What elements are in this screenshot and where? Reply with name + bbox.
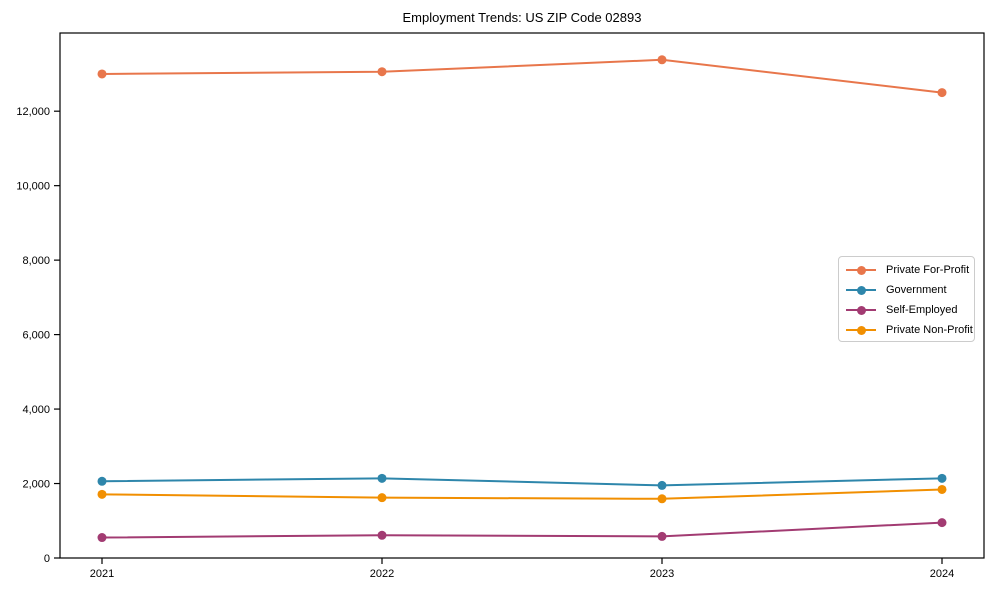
data-point-marker xyxy=(937,484,947,494)
line-marker-icon xyxy=(846,265,876,275)
data-point-marker xyxy=(657,531,667,541)
series-line-government xyxy=(101,477,943,487)
data-point-marker xyxy=(97,489,107,499)
legend-label: Private Non-Profit xyxy=(886,324,973,336)
legend-label: Government xyxy=(886,284,947,296)
data-point-marker xyxy=(97,69,107,79)
y-tick-label: 4,000 xyxy=(22,404,50,416)
line-marker-icon xyxy=(846,285,876,295)
data-point-marker xyxy=(377,67,387,77)
y-tick-label: 12,000 xyxy=(16,106,50,118)
chart-title: Employment Trends: US ZIP Code 02893 xyxy=(402,10,642,25)
data-point-marker xyxy=(657,480,667,490)
y-tick-label: 2,000 xyxy=(22,478,50,490)
y-tick-label: 0 xyxy=(44,553,50,565)
plot-border xyxy=(59,32,985,559)
legend-item-private-non-profit: Private Non-Profit xyxy=(839,320,974,340)
line-marker-icon xyxy=(846,325,876,335)
data-point-marker xyxy=(657,494,667,504)
legend-label: Self-Employed xyxy=(886,304,958,316)
x-tick-label: 2022 xyxy=(370,568,394,580)
data-point-marker xyxy=(377,493,387,503)
series-line-self-employed xyxy=(101,521,943,539)
data-point-marker xyxy=(937,88,947,98)
data-point-marker xyxy=(937,473,947,483)
x-tick-label: 2024 xyxy=(930,568,954,580)
line-marker-icon xyxy=(846,305,876,315)
data-point-marker xyxy=(377,530,387,540)
series-line-private-non-profit xyxy=(101,488,943,500)
data-point-marker xyxy=(937,518,947,528)
legend-item-self-employed: Self-Employed xyxy=(839,300,974,320)
x-tick-label: 2023 xyxy=(650,568,674,580)
data-point-marker xyxy=(97,533,107,543)
legend-item-government: Government xyxy=(839,280,974,300)
y-tick-label: 8,000 xyxy=(22,255,50,267)
data-point-marker xyxy=(657,55,667,65)
data-point-marker xyxy=(377,473,387,483)
x-tick-label: 2021 xyxy=(90,568,114,580)
y-tick-label: 6,000 xyxy=(22,329,50,341)
legend: Private For-Profit Government Self-Emplo… xyxy=(838,256,975,342)
legend-item-private-for-profit: Private For-Profit xyxy=(839,260,974,280)
y-tick-label: 10,000 xyxy=(16,181,50,193)
series-line-private-for-profit xyxy=(101,58,943,94)
legend-label: Private For-Profit xyxy=(886,264,970,276)
data-point-marker xyxy=(97,476,107,486)
